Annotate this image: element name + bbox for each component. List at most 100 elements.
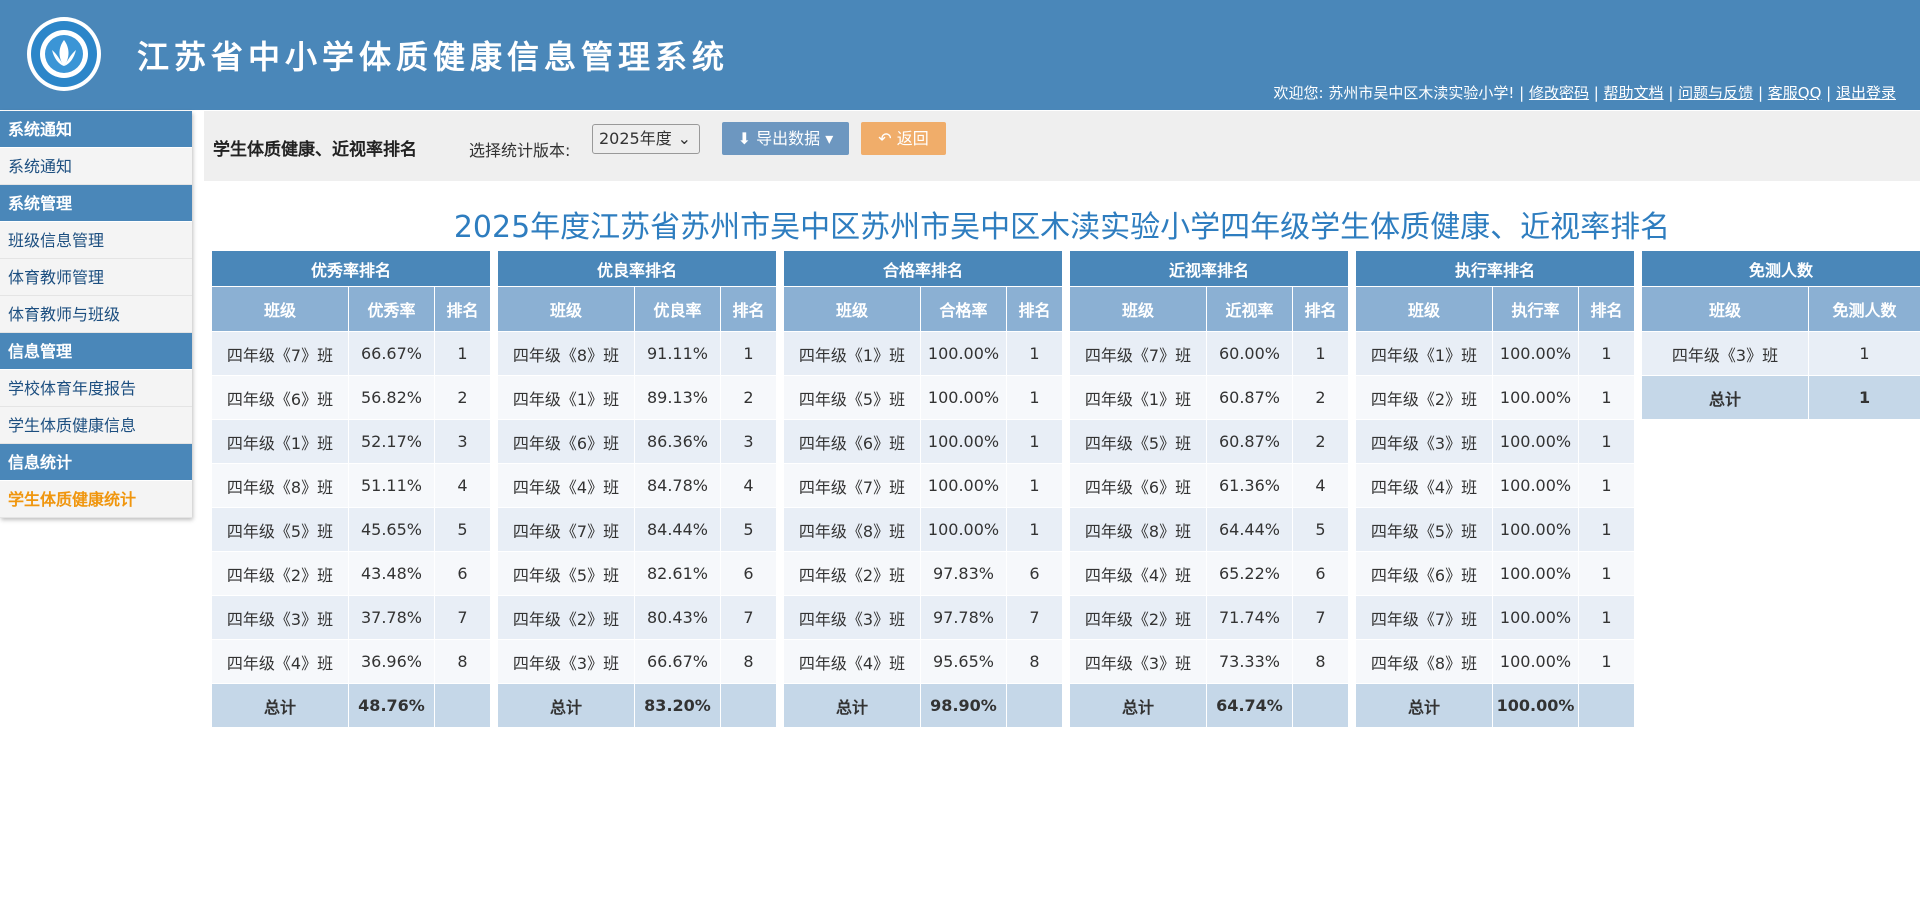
empty-cell bbox=[721, 684, 777, 728]
cell: 四年级《6》班 bbox=[1356, 552, 1493, 596]
total-row: 总计83.20% bbox=[498, 684, 777, 728]
sidebar-group: 系统通知 bbox=[0, 111, 192, 148]
data-row: 四年级《8》班100.00%1 bbox=[1356, 640, 1635, 684]
data-row: 四年级《4》班100.00%1 bbox=[1356, 464, 1635, 508]
cell: 2 bbox=[1293, 420, 1349, 464]
cell: 四年级《7》班 bbox=[1356, 596, 1493, 640]
cell: 97.83% bbox=[921, 552, 1007, 596]
data-row: 四年级《1》班100.00%1 bbox=[784, 332, 1063, 376]
button-label: 导出数据 bbox=[756, 129, 820, 148]
cell: 四年级《5》班 bbox=[212, 508, 349, 552]
cell: 52.17% bbox=[349, 420, 435, 464]
ranking-table: 近视率排名班级近视率排名四年级《7》班60.00%1四年级《1》班60.87%2… bbox=[1069, 250, 1349, 728]
cell: 100.00% bbox=[921, 332, 1007, 376]
header-link[interactable]: 修改密码 bbox=[1529, 84, 1589, 102]
data-row: 四年级《2》班71.74%7 bbox=[1070, 596, 1349, 640]
cell: 1 bbox=[721, 332, 777, 376]
cell: 四年级《6》班 bbox=[498, 420, 635, 464]
cell: 1 bbox=[1007, 376, 1063, 420]
page-title: 2025年度江苏省苏州市吴中区苏州市吴中区木渎实验小学四年级学生体质健康、近视率… bbox=[204, 202, 1920, 246]
cell: 82.61% bbox=[635, 552, 721, 596]
user-bar: 欢迎您: 苏州市吴中区木渎实验小学! | 修改密码 | 帮助文档 | 问题与反馈… bbox=[1274, 82, 1897, 103]
cell: 1 bbox=[1579, 420, 1635, 464]
column-header: 排名 bbox=[1293, 287, 1349, 332]
separator: | bbox=[1753, 84, 1768, 102]
header-link[interactable]: 退出登录 bbox=[1836, 84, 1896, 102]
cell: 1 bbox=[1579, 332, 1635, 376]
cell: 四年级《4》班 bbox=[498, 464, 635, 508]
total-label: 总计 bbox=[784, 684, 921, 728]
cell: 四年级《7》班 bbox=[784, 464, 921, 508]
cell: 100.00% bbox=[1493, 420, 1579, 464]
cell: 100.00% bbox=[1493, 640, 1579, 684]
version-select[interactable]: 2025年度⌄ bbox=[592, 124, 700, 154]
header-link[interactable]: 帮助文档 bbox=[1604, 84, 1664, 102]
cell: 60.87% bbox=[1207, 420, 1293, 464]
total-value: 83.20% bbox=[635, 684, 721, 728]
sidebar-item[interactable]: 班级信息管理 bbox=[0, 222, 192, 259]
cell: 四年级《5》班 bbox=[498, 552, 635, 596]
separator: | bbox=[1821, 84, 1836, 102]
sidebar-item[interactable]: 体育教师与班级 bbox=[0, 296, 192, 333]
data-row: 四年级《6》班56.82%2 bbox=[212, 376, 491, 420]
sidebar: 系统通知系统通知系统管理班级信息管理体育教师管理体育教师与班级信息管理学校体育年… bbox=[0, 111, 192, 518]
total-label: 总计 bbox=[498, 684, 635, 728]
export-button[interactable]: ⬇ 导出数据 ▾ bbox=[722, 122, 849, 155]
toolbar: 学生体质健康、近视率排名 选择统计版本: 2025年度⌄ ⬇ 导出数据 ▾ ↶ … bbox=[204, 111, 1920, 181]
ranking-table: 优良率排名班级优良率排名四年级《8》班91.11%1四年级《1》班89.13%2… bbox=[497, 250, 777, 728]
column-header: 近视率 bbox=[1207, 287, 1293, 332]
cell: 1 bbox=[1293, 332, 1349, 376]
title-row: 执行率排名 bbox=[1356, 251, 1635, 287]
cell: 四年级《7》班 bbox=[498, 508, 635, 552]
total-row: 总计100.00% bbox=[1356, 684, 1635, 728]
data-row: 四年级《3》班97.78%7 bbox=[784, 596, 1063, 640]
column-row: 班级执行率排名 bbox=[1356, 287, 1635, 332]
cell: 四年级《1》班 bbox=[1070, 376, 1207, 420]
total-label: 总计 bbox=[1642, 376, 1809, 420]
icon: ⬇ bbox=[738, 129, 757, 148]
cell: 6 bbox=[435, 552, 491, 596]
column-header: 排名 bbox=[1579, 287, 1635, 332]
data-row: 四年级《5》班60.87%2 bbox=[1070, 420, 1349, 464]
data-row: 四年级《1》班60.87%2 bbox=[1070, 376, 1349, 420]
cell: 8 bbox=[721, 640, 777, 684]
cell: 1 bbox=[1809, 332, 1920, 376]
ranking-table: 免测人数班级免测人数四年级《3》班1总计1 bbox=[1641, 250, 1920, 420]
sidebar-item[interactable]: 系统通知 bbox=[0, 148, 192, 185]
total-row: 总计98.90% bbox=[784, 684, 1063, 728]
cell: 100.00% bbox=[1493, 552, 1579, 596]
data-row: 四年级《6》班61.36%4 bbox=[1070, 464, 1349, 508]
cell: 四年级《2》班 bbox=[1070, 596, 1207, 640]
cell: 80.43% bbox=[635, 596, 721, 640]
data-row: 四年级《8》班51.11%4 bbox=[212, 464, 491, 508]
sidebar-group: 系统管理 bbox=[0, 185, 192, 222]
toolbar-title: 学生体质健康、近视率排名 bbox=[213, 135, 417, 160]
cell: 四年级《6》班 bbox=[1070, 464, 1207, 508]
header-link[interactable]: 客服QQ bbox=[1768, 84, 1822, 102]
cell: 四年级《8》班 bbox=[498, 332, 635, 376]
logo bbox=[26, 16, 102, 92]
sidebar-item[interactable]: 学校体育年度报告 bbox=[0, 370, 192, 407]
empty-cell bbox=[1293, 684, 1349, 728]
back-button[interactable]: ↶ 返回 bbox=[861, 122, 946, 155]
cell: 71.74% bbox=[1207, 596, 1293, 640]
cell: 64.44% bbox=[1207, 508, 1293, 552]
empty-cell bbox=[1007, 684, 1063, 728]
cell: 95.65% bbox=[921, 640, 1007, 684]
sidebar-item[interactable]: 学生体质健康信息 bbox=[0, 407, 192, 444]
cell: 100.00% bbox=[1493, 332, 1579, 376]
sidebar-item[interactable]: 学生体质健康统计 bbox=[0, 481, 192, 518]
cell: 56.82% bbox=[349, 376, 435, 420]
cell: 四年级《7》班 bbox=[1070, 332, 1207, 376]
cell: 2 bbox=[1293, 376, 1349, 420]
sidebar-item[interactable]: 体育教师管理 bbox=[0, 259, 192, 296]
data-row: 四年级《7》班84.44%5 bbox=[498, 508, 777, 552]
button-label: 返回 bbox=[897, 129, 929, 148]
table-title: 免测人数 bbox=[1642, 251, 1920, 287]
header-link[interactable]: 问题与反馈 bbox=[1678, 84, 1753, 102]
column-header: 优秀率 bbox=[349, 287, 435, 332]
cell: 6 bbox=[1293, 552, 1349, 596]
column-row: 班级优良率排名 bbox=[498, 287, 777, 332]
data-row: 四年级《3》班100.00%1 bbox=[1356, 420, 1635, 464]
cell: 7 bbox=[1293, 596, 1349, 640]
